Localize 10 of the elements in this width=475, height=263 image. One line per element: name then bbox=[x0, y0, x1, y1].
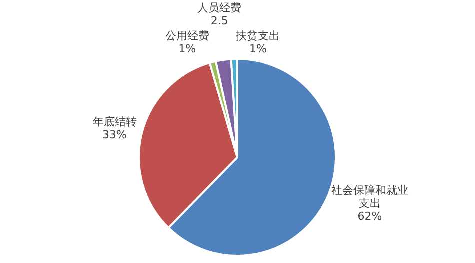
slice-label: 社会保障和就业支出 bbox=[331, 184, 408, 210]
data-label: 62% bbox=[358, 210, 382, 224]
data-label: 2.5 bbox=[210, 14, 228, 28]
data-label: 1% bbox=[249, 42, 267, 56]
slice-label: 年底结转 bbox=[92, 115, 137, 128]
slice-label: 扶贫支出 bbox=[235, 29, 280, 42]
data-label: 1% bbox=[178, 42, 196, 56]
slice-label: 人员经费 bbox=[198, 1, 242, 14]
slice-label: 公用经费 bbox=[165, 29, 210, 42]
data-label: 33% bbox=[102, 128, 127, 142]
